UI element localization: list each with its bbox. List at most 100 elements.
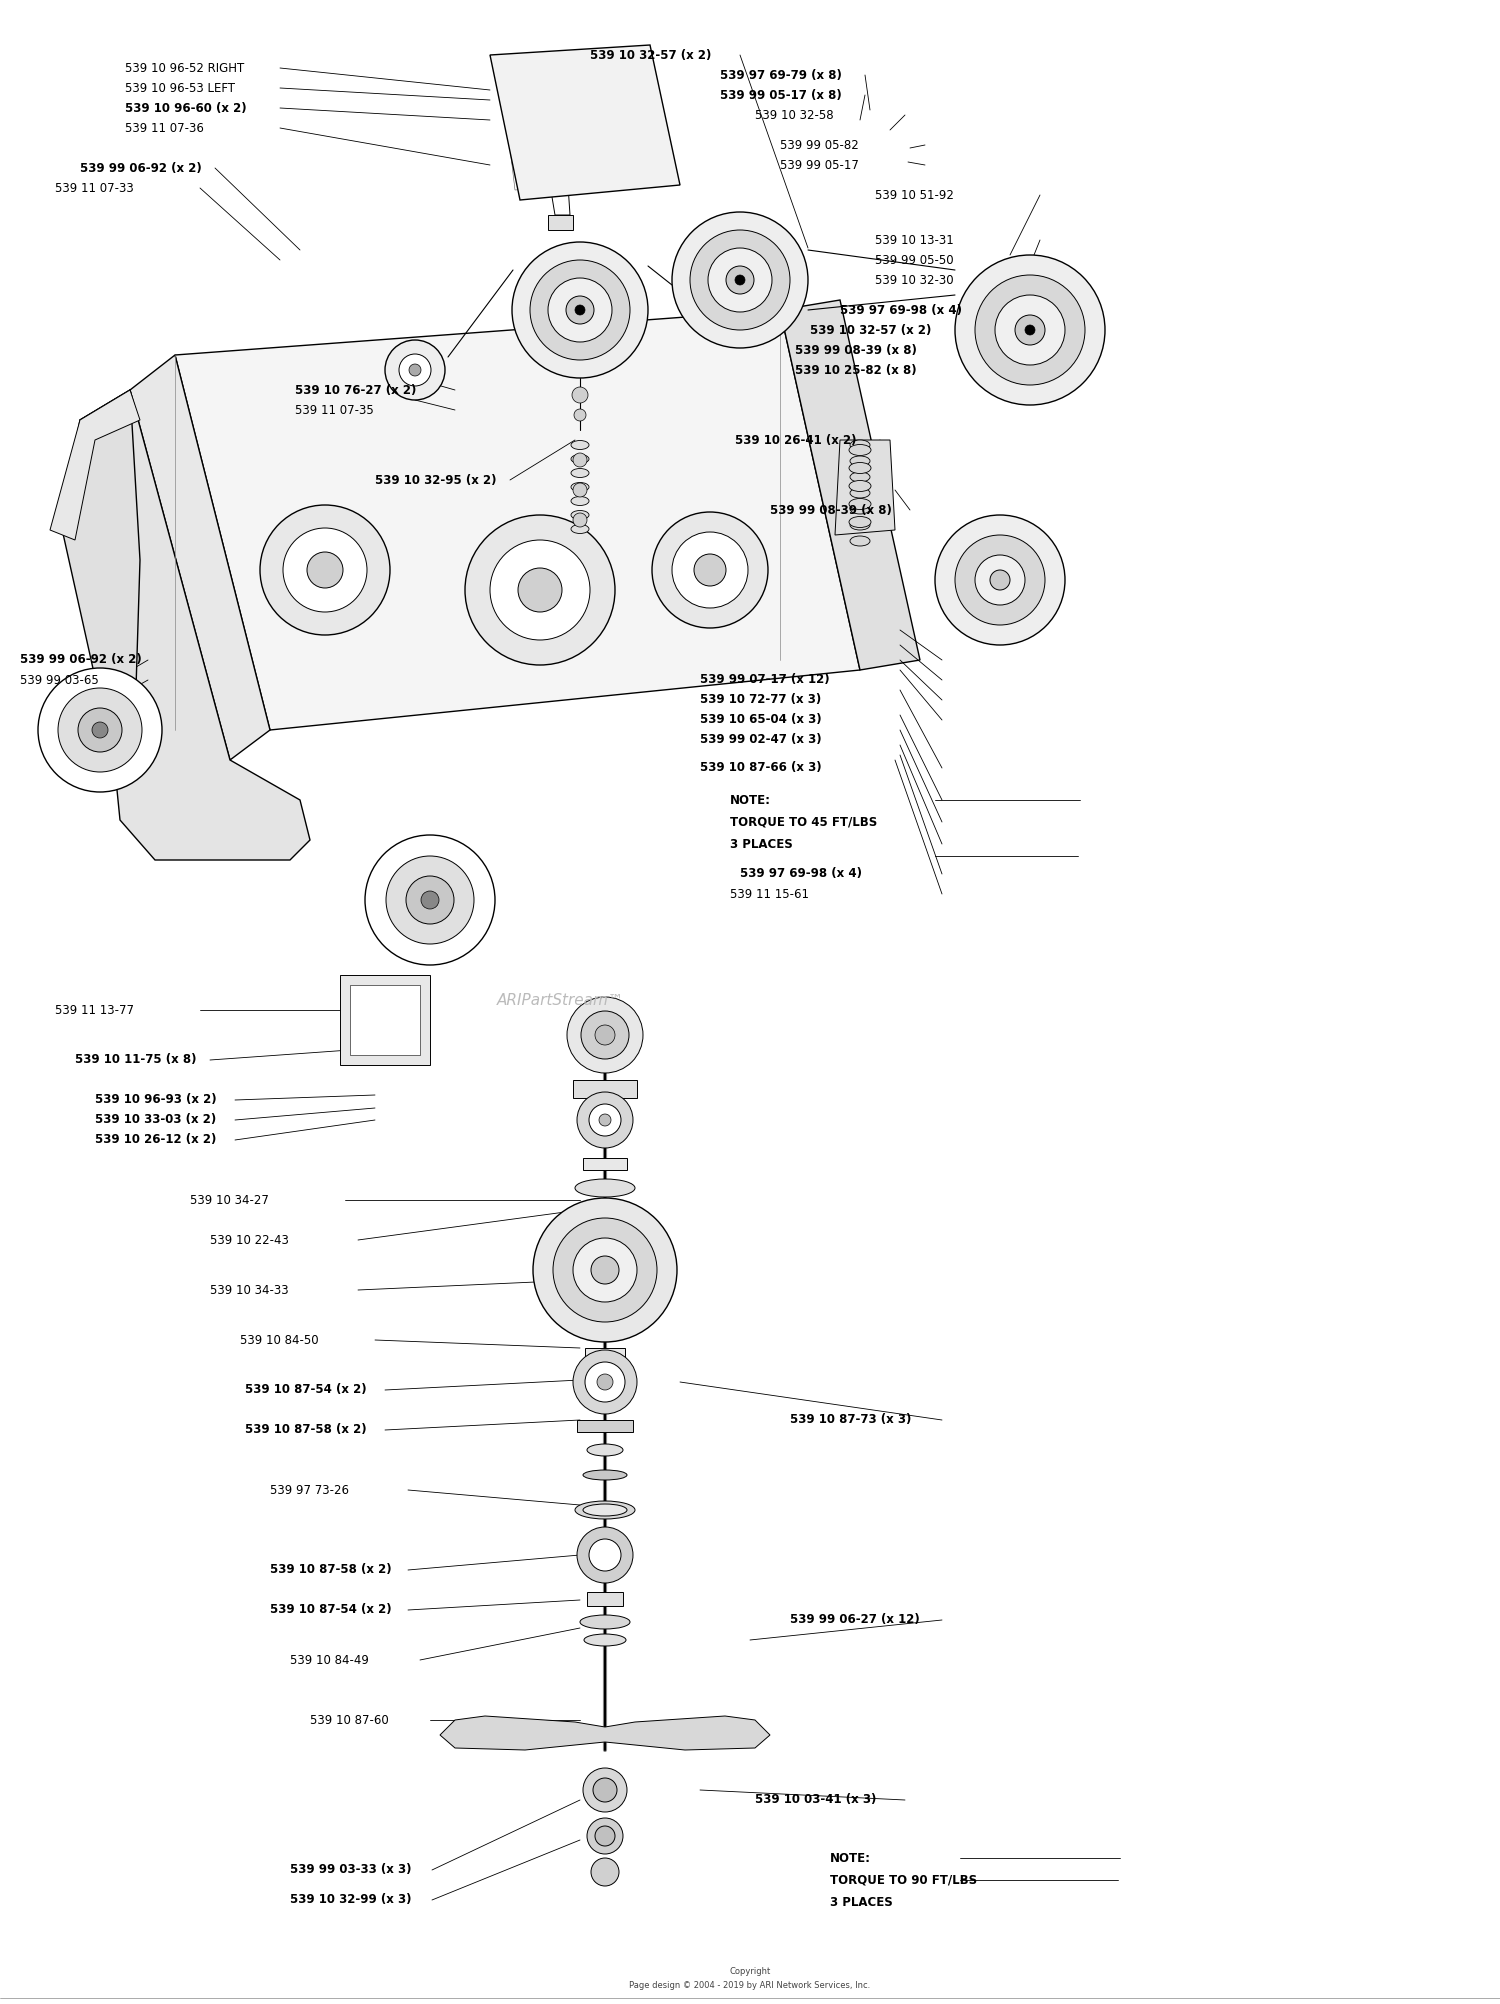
Circle shape bbox=[934, 515, 1065, 645]
Circle shape bbox=[422, 892, 440, 910]
Text: 539 97 69-98 (x 4): 539 97 69-98 (x 4) bbox=[840, 303, 962, 317]
Circle shape bbox=[596, 1024, 615, 1044]
Text: 539 10 32-99 (x 3): 539 10 32-99 (x 3) bbox=[290, 1894, 411, 1906]
Text: 539 10 96-53 LEFT: 539 10 96-53 LEFT bbox=[124, 82, 236, 94]
Text: Page design © 2004 - 2019 by ARI Network Services, Inc.: Page design © 2004 - 2019 by ARI Network… bbox=[630, 1982, 870, 1990]
Circle shape bbox=[975, 275, 1084, 385]
Ellipse shape bbox=[572, 525, 590, 533]
Text: 539 11 07-33: 539 11 07-33 bbox=[56, 182, 134, 194]
Circle shape bbox=[512, 242, 648, 379]
Circle shape bbox=[530, 261, 630, 361]
Circle shape bbox=[956, 255, 1106, 405]
Text: 539 11 15-61: 539 11 15-61 bbox=[730, 888, 809, 900]
Text: 539 10 34-33: 539 10 34-33 bbox=[210, 1283, 288, 1297]
Text: 539 99 05-17: 539 99 05-17 bbox=[780, 158, 859, 172]
Circle shape bbox=[585, 1363, 626, 1403]
Circle shape bbox=[694, 553, 726, 585]
Text: 539 10 26-12 (x 2): 539 10 26-12 (x 2) bbox=[94, 1134, 216, 1146]
Polygon shape bbox=[130, 355, 270, 760]
Circle shape bbox=[592, 1778, 616, 1802]
Circle shape bbox=[578, 1092, 633, 1148]
Circle shape bbox=[573, 1238, 638, 1303]
Bar bbox=[340, 976, 430, 1064]
Text: Copyright: Copyright bbox=[729, 1968, 771, 1976]
Circle shape bbox=[308, 551, 344, 587]
Text: 539 10 96-93 (x 2): 539 10 96-93 (x 2) bbox=[94, 1094, 216, 1106]
Circle shape bbox=[596, 1826, 615, 1846]
Text: 539 10 87-66 (x 3): 539 10 87-66 (x 3) bbox=[700, 762, 822, 774]
Text: 539 99 03-65: 539 99 03-65 bbox=[20, 673, 99, 687]
Bar bbox=[350, 986, 420, 1054]
Text: 539 11 07-36: 539 11 07-36 bbox=[124, 122, 204, 134]
Circle shape bbox=[990, 569, 1010, 589]
Text: 539 10 96-60 (x 2): 539 10 96-60 (x 2) bbox=[124, 102, 246, 114]
Circle shape bbox=[598, 1114, 610, 1126]
Circle shape bbox=[1016, 315, 1046, 345]
Text: 539 10 51-92: 539 10 51-92 bbox=[874, 188, 954, 202]
Circle shape bbox=[956, 535, 1046, 625]
Text: 539 10 32-57 (x 2): 539 10 32-57 (x 2) bbox=[590, 48, 711, 62]
Circle shape bbox=[690, 230, 790, 331]
Text: 539 99 05-50: 539 99 05-50 bbox=[874, 253, 954, 267]
Text: 539 99 02-47 (x 3): 539 99 02-47 (x 3) bbox=[700, 733, 822, 747]
Polygon shape bbox=[50, 391, 140, 539]
Circle shape bbox=[573, 453, 586, 467]
Ellipse shape bbox=[572, 511, 590, 519]
Text: 539 10 72-77 (x 3): 539 10 72-77 (x 3) bbox=[700, 693, 822, 707]
Bar bbox=[586, 1591, 622, 1605]
Text: ARIPartStream™: ARIPartStream™ bbox=[496, 992, 624, 1008]
Circle shape bbox=[410, 365, 422, 377]
Ellipse shape bbox=[572, 497, 590, 505]
Circle shape bbox=[58, 687, 142, 772]
Circle shape bbox=[572, 387, 588, 403]
Ellipse shape bbox=[572, 469, 590, 477]
Text: 539 10 32-58: 539 10 32-58 bbox=[754, 108, 834, 122]
Circle shape bbox=[78, 707, 122, 752]
Bar bbox=[584, 1158, 627, 1170]
Ellipse shape bbox=[849, 445, 871, 455]
Circle shape bbox=[574, 305, 585, 315]
Circle shape bbox=[735, 275, 746, 285]
Text: 539 99 06-92 (x 2): 539 99 06-92 (x 2) bbox=[20, 653, 141, 667]
Ellipse shape bbox=[849, 499, 871, 509]
Circle shape bbox=[672, 531, 748, 607]
Circle shape bbox=[554, 1218, 657, 1323]
Ellipse shape bbox=[580, 1615, 630, 1629]
Ellipse shape bbox=[850, 441, 870, 451]
Bar bbox=[573, 1080, 638, 1098]
Ellipse shape bbox=[850, 535, 870, 545]
Circle shape bbox=[465, 515, 615, 665]
Circle shape bbox=[584, 1768, 627, 1812]
Ellipse shape bbox=[572, 441, 590, 449]
Circle shape bbox=[548, 279, 612, 343]
Ellipse shape bbox=[850, 519, 870, 529]
Text: 539 97 69-79 (x 8): 539 97 69-79 (x 8) bbox=[720, 68, 842, 82]
Text: NOTE:: NOTE: bbox=[730, 794, 771, 806]
Text: 539 10 96-52 RIGHT: 539 10 96-52 RIGHT bbox=[124, 62, 244, 74]
Ellipse shape bbox=[849, 463, 871, 473]
Polygon shape bbox=[440, 1715, 770, 1749]
Text: 539 97 69-98 (x 4): 539 97 69-98 (x 4) bbox=[740, 868, 862, 880]
Bar bbox=[585, 1349, 626, 1363]
Text: 539 99 08-39 (x 8): 539 99 08-39 (x 8) bbox=[770, 503, 892, 517]
Ellipse shape bbox=[850, 489, 870, 499]
Polygon shape bbox=[60, 391, 140, 719]
Text: 539 10 87-60: 539 10 87-60 bbox=[310, 1713, 388, 1727]
Bar bbox=[548, 214, 573, 230]
Text: 539 11 13-77: 539 11 13-77 bbox=[56, 1004, 134, 1016]
Circle shape bbox=[726, 267, 754, 295]
Circle shape bbox=[597, 1375, 613, 1391]
Ellipse shape bbox=[574, 1178, 634, 1196]
Text: 539 10 32-95 (x 2): 539 10 32-95 (x 2) bbox=[375, 473, 496, 487]
Ellipse shape bbox=[850, 473, 870, 483]
Text: 539 99 06-27 (x 12): 539 99 06-27 (x 12) bbox=[790, 1613, 920, 1627]
Circle shape bbox=[399, 355, 430, 387]
Circle shape bbox=[586, 1818, 622, 1854]
Circle shape bbox=[590, 1104, 621, 1136]
Text: 539 99 03-33 (x 3): 539 99 03-33 (x 3) bbox=[290, 1864, 411, 1876]
Polygon shape bbox=[176, 311, 859, 729]
Ellipse shape bbox=[572, 455, 590, 463]
Circle shape bbox=[574, 409, 586, 421]
Circle shape bbox=[652, 511, 768, 627]
Circle shape bbox=[994, 295, 1065, 365]
